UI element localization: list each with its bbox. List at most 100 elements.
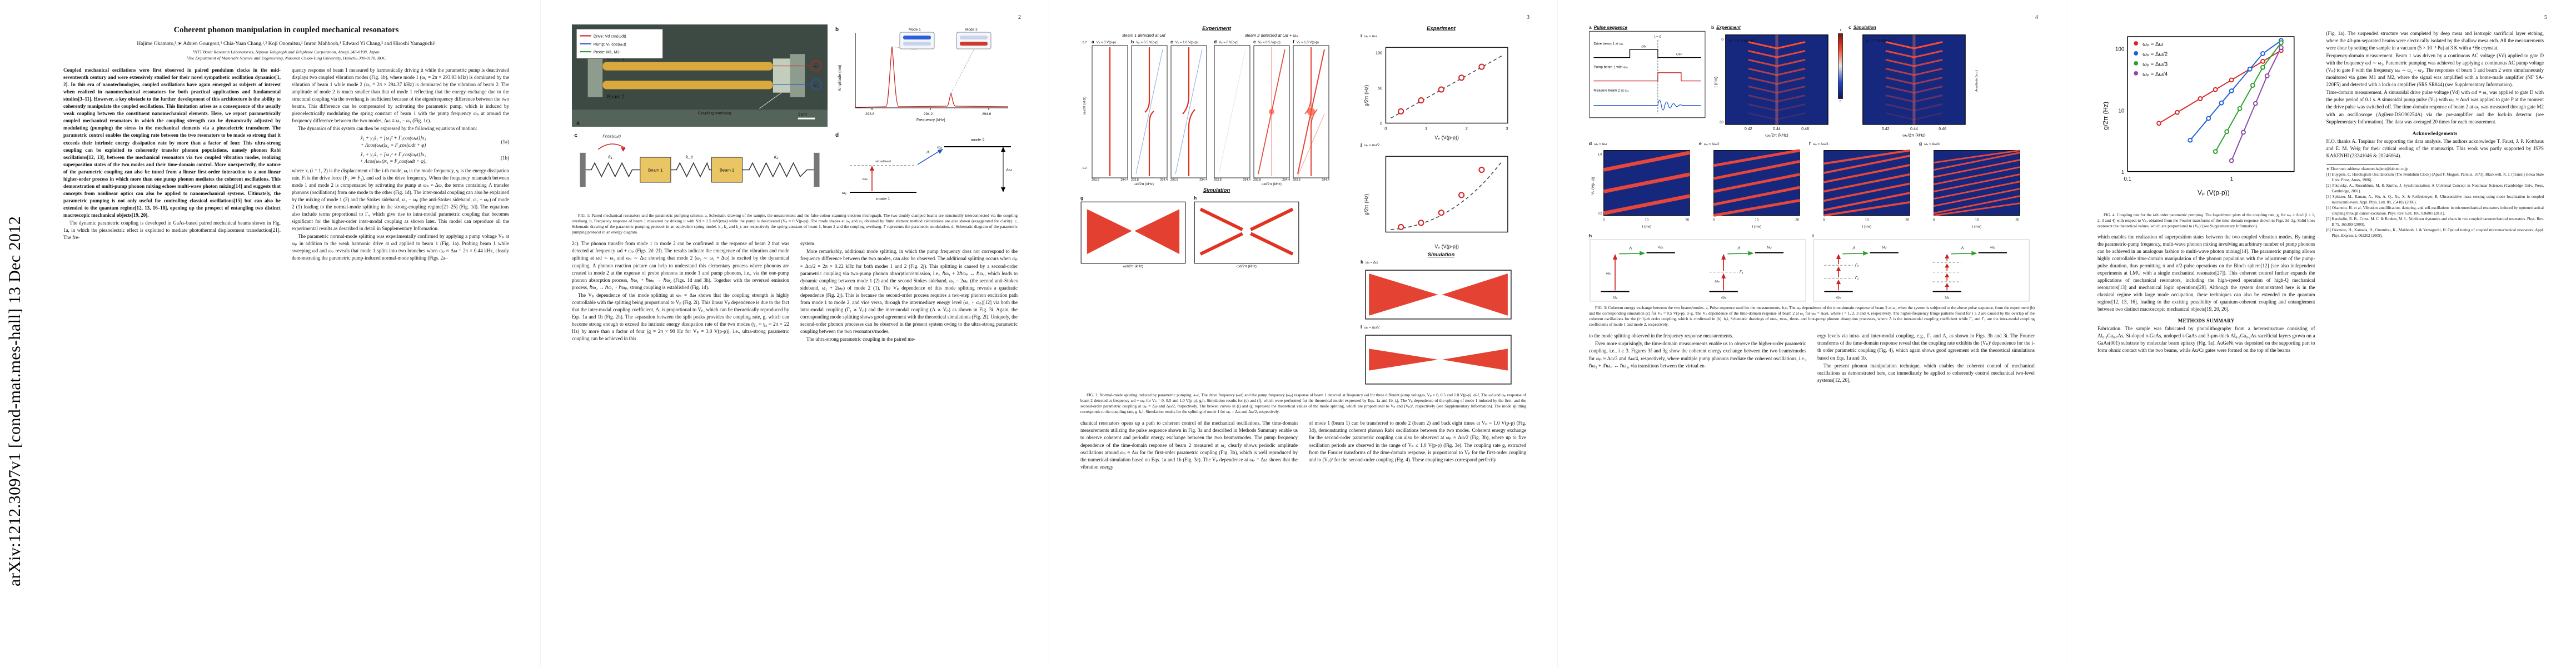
fig2-heatmap-f — [1293, 45, 1329, 178]
panel-letter: b — [835, 27, 839, 33]
y-tick-label: 30 — [1720, 120, 1724, 124]
colorbar: 1 0 — [1838, 24, 1843, 108]
x-tick-label: 294.4 — [1160, 178, 1168, 182]
fig2-heatmap-a — [1092, 45, 1128, 178]
page-number: 5 — [2544, 14, 2547, 21]
x-tick-label: 294.4 — [1282, 178, 1290, 182]
k1-label: k₁ — [609, 154, 612, 160]
x-tick-label: 0.1 — [2124, 176, 2131, 182]
paragraph: ergy levels via intra- and inter-modal c… — [1817, 333, 2035, 361]
simulation-header: Simulation — [1427, 252, 1455, 258]
lambda-label: Λ — [1852, 245, 1855, 250]
x-tick-label: 1 — [1425, 126, 1427, 131]
x-tick-label: 20 — [2015, 219, 2019, 222]
overhang-label: Coupling overhang — [698, 111, 731, 116]
panel-title: ωₚ = Δω/3 — [1812, 143, 1828, 146]
panel-letter: h — [1589, 233, 1592, 238]
vp-label: Vₚ = 1.0 V(p-p) — [1296, 41, 1319, 44]
y-axis-column: 0.7 ωₚ/2π (kHz) 0.2 — [1080, 39, 1089, 172]
fig2-simulation-l — [1365, 335, 1512, 385]
pump-arrow-label: ωₚ — [863, 176, 868, 181]
gamma2-label: Γ₂ — [1855, 262, 1859, 267]
y-axis-label: Amplitude (nm) — [838, 65, 842, 91]
legend-pump-label: Pump: Vₚ cos(ωₚt) — [594, 42, 626, 47]
omega2-label: ω₂ — [1882, 244, 1887, 249]
methods-summary-heading: METHODS SUMMARY — [2178, 318, 2235, 324]
y-axis-label: ωₚ/2π (kHz) — [1083, 96, 1087, 115]
lambda-label: Λ — [1628, 245, 1632, 250]
x-axis-label: t (ms) — [1862, 225, 1871, 229]
omega1-label: ω₁ — [1721, 295, 1726, 300]
simulation-header: Simulation — [1853, 25, 1876, 30]
x-axis-label: Frequency (kHz) — [916, 118, 945, 122]
fig1-panel-b-frequency-response: b Amplitude (nm) Frequency (kHz) 293.8 2… — [835, 27, 1009, 122]
y-tick-label: 0.2 — [1082, 167, 1087, 170]
panel-title: ωₚ = Δω — [1594, 143, 1607, 146]
x-tick-label: 294.4 — [1199, 178, 1207, 182]
x-tick-label: 293.8 — [1170, 178, 1178, 182]
paragraph: The ultra-strong parametric coupling in … — [806, 336, 916, 342]
page-number: 2 — [1018, 14, 1021, 21]
panel-letter: g — [1080, 195, 1084, 201]
mode2-inset-label: Mode 2 — [965, 28, 978, 32]
page2-columns: 2c). The phonon transfer from mode 1 to … — [572, 240, 1018, 343]
panel-letter: i — [1361, 33, 1362, 38]
x-tick-label: 293.8 — [1131, 178, 1139, 182]
y-tick-label: 0 — [1721, 38, 1723, 42]
page-4: 4 a Pulse sequence Drive beam 1 at ω₁ ON … — [1558, 0, 2066, 667]
x-axis-label: Vₚ (V(p-p)) — [2198, 189, 2230, 197]
page5-columns: g/2π (Hz) Vₚ (V(p-p)) 0.1 1 1 10 100 ωₚ … — [2097, 30, 2544, 354]
page2-column-left: 2c). The phonon transfer from mode 1 to … — [572, 240, 789, 343]
panel-letter: l — [1361, 324, 1362, 330]
x-tick-label: 293.8 — [1293, 178, 1301, 182]
x-tick-label: 293.8 — [1253, 178, 1261, 182]
x-tick-label: 0.44 — [1773, 127, 1781, 131]
fig2-simulation-k — [1365, 270, 1512, 320]
colorbar-gradient — [1838, 33, 1843, 99]
paragraph: The parametric normal-mode splitting was… — [292, 233, 509, 261]
fig2-splitting-plot-j: g/2π (Hz) Vₚ (V(p-p)) — [1364, 156, 1508, 249]
x-axis-label: ωd/2π (kHz) — [1237, 265, 1257, 268]
svg-text:ωₚ = Δω/2: ωₚ = Δω/2 — [2142, 51, 2168, 57]
paragraph: to the mode splitting observed in the fr… — [1589, 333, 1733, 339]
page-2: 2 Beam 1 Beam 2 Coupl — [541, 0, 1049, 667]
colorbar-min-label: 0 — [1839, 100, 1842, 103]
x-tick-label: 0.42 — [1745, 127, 1752, 131]
beam2-label: Beam 2 — [607, 94, 625, 99]
y-tick-label: 100 — [2115, 46, 2125, 52]
fig3-rabi-map-d: Vₚ (V(p-p)) 1.0 0.2 0 10 20 t (ms) — [1591, 150, 1690, 229]
x-axis-label: t (ms) — [1752, 225, 1761, 229]
y-tick-label: 0.2 — [1598, 212, 1602, 215]
mode2-level-label: mode 2 — [970, 137, 984, 142]
figure-1: Beam 1 Beam 2 Coupling overhang Drive: V… — [572, 24, 1018, 210]
equation-line: + Λcos(ωₚt)x₂ = F₁cos(ωdt + φ) — [360, 142, 426, 148]
on-label: ON — [1641, 46, 1646, 49]
fig2-beam1-group: Beam 1 detected at ωd 0.7 ωₚ/2π (kHz) 0.… — [1080, 33, 1207, 186]
x-axis-label: ωₚ/2π (kHz) — [1902, 133, 1926, 137]
page4-column-left: to the mode splitting observed in the fr… — [1589, 332, 1806, 384]
y-tick-label: 100 — [1376, 50, 1383, 55]
y-axis-label: g/2π (Hz) — [1364, 85, 1369, 107]
panel-letter: a — [1092, 39, 1094, 44]
affiliation-1: ¹NTT Basic Research Laboratories, Nippon… — [193, 49, 380, 54]
vp-label: Vₚ = 0.5 V(p-p) — [1258, 41, 1280, 44]
figure-3: a Pulse sequence Drive beam 1 at ω₁ ON OF… — [1589, 24, 2035, 302]
pump-source-icon: ~ — [814, 82, 816, 88]
svg-text:ωₚ = Δω: ωₚ = Δω — [2142, 41, 2163, 47]
delta-omega-label: Δω — [1005, 167, 1012, 172]
paragraph: (Fig. 1a). The suspended structure was c… — [2326, 31, 2544, 51]
page1-column-right: quency response of beam 1 measured by ha… — [292, 67, 509, 262]
mode1-inset-label: Mode 1 — [909, 28, 921, 32]
x-tick-label: 20 — [1685, 219, 1689, 222]
fig2-experiment-block: Experiment Beam 1 detected at ωd 0.7 ωₚ/… — [1080, 24, 1353, 389]
panel-letter: c — [1848, 24, 1851, 30]
figure-2: Experiment Beam 1 detected at ωd 0.7 ωₚ/… — [1080, 24, 1526, 414]
figure-4-coupling-rate-plot: g/2π (Hz) Vₚ (V(p-p)) 0.1 1 1 10 100 ωₚ … — [2101, 36, 2295, 197]
figure-2-caption: FIG. 2: Normal-mode splitting induced by… — [1080, 392, 1526, 414]
panel-letter: a — [1589, 24, 1592, 30]
figure-4-caption: FIG. 4: Coupling rate for the i-th order… — [2097, 212, 2315, 228]
x-tick-label: 3 — [1506, 126, 1508, 131]
frequency-domain-paragraph: Frequency-domain measurement. Beam 1 was… — [2326, 53, 2544, 88]
experiment-header: Experiment — [1427, 26, 1456, 32]
